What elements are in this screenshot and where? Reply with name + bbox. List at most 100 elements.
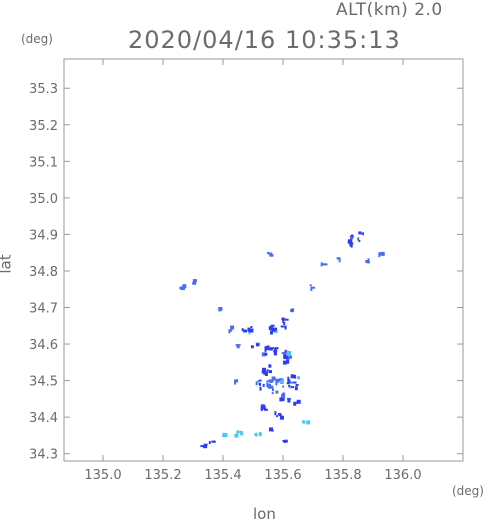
echo-pixel: [282, 385, 285, 388]
echo-pixel: [218, 307, 222, 312]
echo-pixel: [281, 393, 285, 398]
y-axis-unit: (deg): [21, 32, 53, 46]
echo-pixel: [295, 384, 299, 386]
echo-pixel: [212, 440, 216, 443]
echo-pixel: [262, 383, 265, 387]
echo-pixel: [272, 388, 274, 392]
echo-pixel: [267, 252, 272, 255]
echo-pixel: [241, 328, 244, 332]
echo-pixel: [276, 415, 279, 418]
x-tick-label: 135.2: [144, 468, 181, 483]
echo-pixel: [309, 284, 312, 287]
echo-pixel: [347, 239, 350, 244]
radar-echo: [280, 317, 289, 330]
echo-pixel: [258, 432, 262, 437]
echo-pixel: [270, 324, 275, 327]
echo-pixel: [285, 355, 290, 360]
radar-echo: [274, 411, 284, 420]
echo-pixel: [236, 344, 241, 347]
echo-pixel: [367, 258, 370, 263]
echo-pixel: [278, 413, 282, 417]
echo-pixel: [239, 430, 243, 433]
echo-pixel: [284, 349, 287, 352]
echo-pixel: [293, 381, 297, 384]
echo-pixel: [270, 326, 274, 330]
echo-pixel: [236, 344, 240, 349]
echo-pixel: [357, 237, 360, 241]
echo-pixel: [283, 439, 288, 443]
echo-pixel: [274, 348, 278, 353]
radar-echo: [255, 379, 265, 391]
x-tick-label: 135.6: [264, 468, 301, 483]
echo-pixel: [287, 376, 290, 381]
echo-pixel: [192, 281, 197, 285]
echo-pixel: [297, 376, 300, 380]
echo-pixel: [281, 352, 286, 355]
echo-pixel: [229, 329, 233, 332]
plot-frame: [63, 58, 464, 462]
radar-echo: [235, 344, 241, 349]
y-tick-label: 34.8: [29, 265, 58, 280]
echo-pixel: [269, 253, 274, 257]
echo-pixel: [271, 376, 276, 381]
echo-pixel: [260, 404, 265, 409]
echo-pixel: [282, 360, 287, 365]
echo-pixel: [293, 401, 297, 406]
echo-pixel: [284, 318, 289, 321]
echo-pixel: [350, 235, 353, 240]
echo-pixel: [283, 441, 286, 443]
altitude-label: ALT(km) 2.0: [336, 0, 443, 20]
echo-pixel: [338, 258, 341, 263]
radar-echo: [200, 443, 208, 449]
y-tick-label: 34.6: [29, 338, 58, 353]
x-axis-label: lon: [253, 505, 276, 523]
echo-pixel: [234, 433, 239, 438]
echo-pixel: [287, 351, 291, 355]
y-tick-label: 34.3: [29, 448, 58, 463]
y-tick-label: 35.0: [29, 192, 58, 207]
echo-pixel: [266, 369, 269, 373]
radar-echo: [218, 307, 223, 312]
timestamp-title: 2020/04/16 10:35:13: [128, 26, 401, 54]
echo-pixel: [270, 380, 274, 383]
echo-pixel: [287, 398, 291, 403]
echo-pixel: [193, 279, 197, 282]
radar-echo: [302, 420, 311, 425]
radar-echo: [378, 251, 385, 258]
echo-pixel: [264, 372, 268, 376]
echo-pixel: [182, 284, 187, 289]
echo-pixel: [266, 380, 269, 383]
x-tick-label: 135.4: [204, 468, 241, 483]
echo-pixel: [282, 396, 285, 401]
echo-pixel: [203, 445, 208, 449]
y-tick-label: 35.1: [29, 155, 58, 170]
echo-pixel: [378, 252, 382, 256]
echo-pixel: [264, 349, 267, 352]
echo-pixel: [291, 386, 294, 389]
echo-pixel: [273, 351, 277, 355]
echo-pixel: [288, 355, 292, 359]
echo-pixel: [248, 331, 251, 335]
echo-pixel: [275, 382, 278, 386]
radar-echo: [234, 430, 244, 438]
echo-pixel: [323, 263, 328, 266]
echo-pixel: [230, 325, 235, 330]
x-tick-label: 136.0: [384, 468, 421, 483]
radar-echo: [234, 379, 239, 385]
echo-pixel: [263, 371, 267, 375]
echo-layer: [179, 231, 385, 449]
y-tick-label: 35.2: [29, 119, 58, 134]
echo-pixel: [262, 367, 266, 372]
echo-pixel: [311, 286, 316, 289]
radar-echo: [222, 432, 228, 438]
echo-pixel: [249, 328, 254, 333]
echo-pixel: [295, 401, 299, 404]
y-tick-label: 34.7: [29, 302, 58, 317]
echo-pixel: [259, 379, 262, 382]
echo-pixel: [320, 262, 323, 267]
y-tick-label: 34.4: [29, 411, 58, 426]
echo-pixel: [271, 392, 274, 395]
radar-echo: [250, 342, 260, 349]
echo-pixel: [286, 359, 290, 364]
echo-pixel: [243, 329, 248, 333]
